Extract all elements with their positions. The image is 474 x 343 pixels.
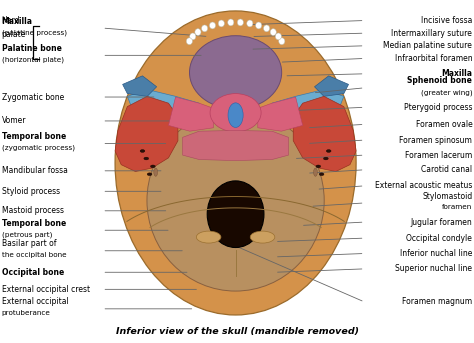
Ellipse shape bbox=[140, 150, 145, 152]
Polygon shape bbox=[123, 76, 156, 96]
Ellipse shape bbox=[228, 19, 234, 26]
Ellipse shape bbox=[144, 157, 149, 160]
Text: Palatine bone: Palatine bone bbox=[1, 44, 62, 53]
Text: palate: palate bbox=[1, 31, 26, 39]
Ellipse shape bbox=[247, 20, 253, 27]
Text: Vomer: Vomer bbox=[1, 116, 26, 126]
Text: (zygomatic process): (zygomatic process) bbox=[1, 145, 74, 151]
Text: Temporal bone: Temporal bone bbox=[1, 132, 66, 141]
Polygon shape bbox=[272, 90, 344, 122]
Ellipse shape bbox=[207, 181, 264, 248]
Text: Occipital condyle: Occipital condyle bbox=[407, 234, 473, 243]
Text: Intermaxillary suture: Intermaxillary suture bbox=[392, 29, 473, 38]
Text: Temporal bone: Temporal bone bbox=[1, 219, 66, 228]
Ellipse shape bbox=[319, 173, 324, 176]
Ellipse shape bbox=[190, 33, 196, 40]
Ellipse shape bbox=[326, 150, 331, 152]
Text: Styloid process: Styloid process bbox=[1, 187, 60, 196]
Ellipse shape bbox=[279, 38, 285, 45]
Ellipse shape bbox=[210, 94, 261, 132]
Text: Basilar part of: Basilar part of bbox=[1, 239, 56, 248]
Text: (palatine process): (palatine process) bbox=[1, 29, 67, 36]
Text: the occipital bone: the occipital bone bbox=[1, 252, 66, 258]
Ellipse shape bbox=[195, 29, 201, 35]
Text: Zygomatic bone: Zygomatic bone bbox=[1, 93, 64, 102]
Text: Incisive fossa: Incisive fossa bbox=[421, 16, 473, 25]
Ellipse shape bbox=[210, 22, 216, 29]
Ellipse shape bbox=[250, 231, 275, 243]
Ellipse shape bbox=[275, 33, 282, 40]
Text: foramen: foramen bbox=[442, 204, 473, 210]
Ellipse shape bbox=[151, 165, 155, 168]
Ellipse shape bbox=[196, 231, 221, 243]
Ellipse shape bbox=[264, 25, 270, 32]
Ellipse shape bbox=[115, 11, 356, 315]
Polygon shape bbox=[115, 96, 178, 172]
Text: (petrous part): (petrous part) bbox=[1, 232, 52, 238]
Ellipse shape bbox=[190, 36, 282, 109]
Text: Occipital bone: Occipital bone bbox=[1, 268, 64, 277]
Ellipse shape bbox=[147, 173, 152, 176]
Text: Inferior view of the skull (mandible removed): Inferior view of the skull (mandible rem… bbox=[116, 327, 358, 336]
Text: Superior nuchal line: Superior nuchal line bbox=[395, 264, 473, 273]
Ellipse shape bbox=[147, 110, 324, 291]
Text: (greater wing): (greater wing) bbox=[421, 89, 473, 96]
Polygon shape bbox=[182, 130, 289, 161]
Ellipse shape bbox=[201, 25, 208, 32]
Ellipse shape bbox=[316, 165, 320, 168]
Text: Foramen ovale: Foramen ovale bbox=[416, 120, 473, 129]
Text: Maxilla: Maxilla bbox=[441, 69, 473, 78]
Polygon shape bbox=[128, 90, 199, 122]
Ellipse shape bbox=[219, 20, 224, 27]
Text: Pterygoid process: Pterygoid process bbox=[404, 103, 473, 112]
Polygon shape bbox=[315, 76, 348, 96]
Text: Infraorbital foramen: Infraorbital foramen bbox=[395, 54, 473, 63]
Polygon shape bbox=[293, 96, 356, 172]
Polygon shape bbox=[258, 97, 303, 131]
Text: protuberance: protuberance bbox=[1, 310, 51, 316]
Text: Foramen lacerum: Foramen lacerum bbox=[405, 151, 473, 159]
Text: Mastoid process: Mastoid process bbox=[1, 206, 64, 215]
Ellipse shape bbox=[314, 168, 318, 176]
Ellipse shape bbox=[228, 103, 243, 128]
Text: Carotid canal: Carotid canal bbox=[421, 165, 473, 174]
Text: Hard: Hard bbox=[1, 16, 19, 25]
Text: Stylomastoid: Stylomastoid bbox=[422, 191, 473, 201]
Text: External acoustic meatus: External acoustic meatus bbox=[375, 181, 473, 190]
Text: Maxilla: Maxilla bbox=[1, 16, 33, 26]
Text: External occipital crest: External occipital crest bbox=[1, 285, 90, 294]
Text: Jugular foramen: Jugular foramen bbox=[410, 217, 473, 227]
Text: Foramen magnum: Foramen magnum bbox=[402, 297, 473, 307]
Ellipse shape bbox=[154, 168, 157, 176]
Text: Foramen spinosum: Foramen spinosum bbox=[400, 135, 473, 144]
Ellipse shape bbox=[270, 29, 276, 35]
Ellipse shape bbox=[213, 95, 258, 125]
Text: Sphenoid bone: Sphenoid bone bbox=[408, 76, 473, 85]
Text: Median palatine suture: Median palatine suture bbox=[383, 41, 473, 50]
Ellipse shape bbox=[255, 22, 262, 29]
Ellipse shape bbox=[323, 157, 328, 160]
Text: Mandibular fossa: Mandibular fossa bbox=[1, 166, 67, 175]
Text: (horizontal plate): (horizontal plate) bbox=[1, 57, 64, 63]
Text: External occipital: External occipital bbox=[1, 297, 68, 306]
Ellipse shape bbox=[237, 19, 244, 26]
Ellipse shape bbox=[186, 38, 192, 45]
Polygon shape bbox=[168, 97, 213, 131]
Text: Inferior nuchal line: Inferior nuchal line bbox=[400, 249, 473, 258]
